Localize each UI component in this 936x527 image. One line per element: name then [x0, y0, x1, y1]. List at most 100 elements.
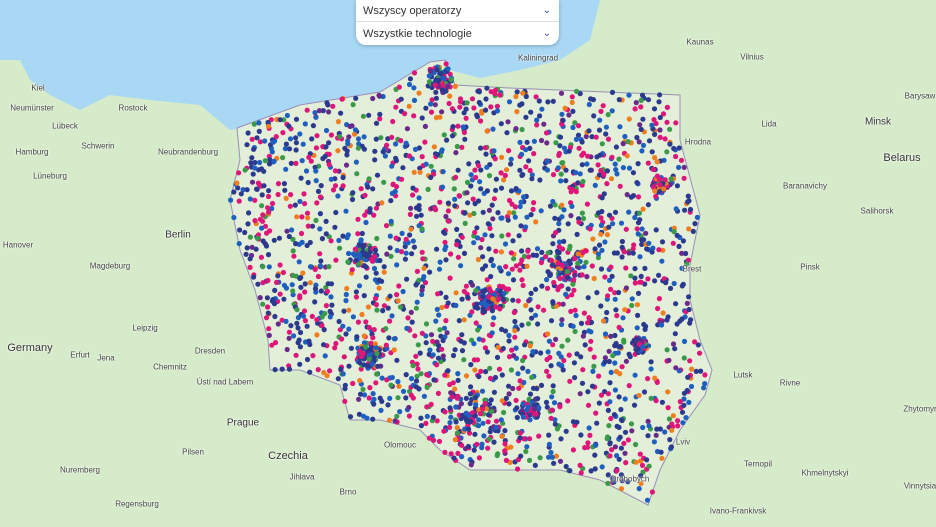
tower-marker[interactable] — [527, 167, 533, 174]
tower-marker[interactable] — [550, 98, 556, 104]
tower-marker[interactable] — [251, 146, 257, 152]
tower-marker[interactable] — [575, 180, 581, 186]
tower-marker[interactable] — [288, 323, 294, 329]
tower-marker[interactable] — [479, 441, 485, 447]
tower-marker[interactable] — [464, 179, 471, 185]
tower-marker[interactable] — [459, 454, 465, 460]
tower-marker[interactable] — [521, 194, 527, 200]
tower-marker[interactable] — [592, 452, 598, 458]
tower-marker[interactable] — [396, 283, 402, 289]
tower-marker[interactable] — [361, 293, 367, 299]
tower-marker[interactable] — [654, 159, 660, 165]
tower-marker[interactable] — [385, 305, 391, 311]
tower-marker[interactable] — [519, 101, 525, 107]
tower-marker[interactable] — [486, 207, 492, 213]
tower-marker[interactable] — [343, 298, 349, 304]
tower-marker[interactable] — [523, 147, 529, 153]
tower-marker[interactable] — [293, 241, 299, 247]
tower-marker[interactable] — [228, 197, 234, 203]
tower-marker[interactable] — [549, 454, 555, 460]
tower-marker[interactable] — [391, 336, 397, 342]
tower-marker[interactable] — [664, 347, 670, 353]
tower-marker[interactable] — [480, 266, 486, 272]
tower-marker[interactable] — [320, 108, 326, 114]
tower-marker[interactable] — [321, 342, 327, 348]
tower-marker[interactable] — [502, 328, 509, 334]
tower-marker[interactable] — [492, 156, 498, 162]
tower-marker[interactable] — [443, 213, 449, 220]
tower-marker[interactable] — [494, 103, 500, 109]
tower-marker[interactable] — [652, 188, 658, 194]
tower-marker[interactable] — [454, 425, 460, 431]
tower-marker[interactable] — [639, 462, 646, 468]
tower-marker[interactable] — [257, 159, 263, 166]
tower-marker[interactable] — [240, 187, 246, 193]
tower-marker[interactable] — [565, 337, 571, 343]
tower-marker[interactable] — [477, 411, 484, 417]
tower-marker[interactable] — [381, 264, 387, 270]
tower-marker[interactable] — [502, 241, 509, 247]
tower-marker[interactable] — [413, 305, 419, 311]
tower-marker[interactable] — [517, 267, 523, 273]
tower-marker[interactable] — [579, 162, 585, 168]
tower-marker[interactable] — [295, 325, 301, 331]
tower-marker[interactable] — [452, 347, 458, 353]
tower-marker[interactable] — [552, 215, 558, 221]
tower-marker[interactable] — [272, 313, 278, 320]
tower-marker[interactable] — [315, 188, 322, 194]
tower-marker[interactable] — [442, 372, 448, 378]
tower-marker[interactable] — [335, 376, 341, 382]
tower-marker[interactable] — [385, 402, 391, 408]
tower-marker[interactable] — [524, 444, 530, 450]
tower-marker[interactable] — [244, 187, 250, 193]
tower-marker[interactable] — [249, 136, 255, 142]
tower-marker[interactable] — [459, 332, 465, 338]
tower-marker[interactable] — [289, 282, 295, 288]
tower-marker[interactable] — [488, 408, 495, 414]
tower-marker[interactable] — [430, 414, 436, 420]
tower-marker[interactable] — [557, 275, 563, 282]
tower-marker[interactable] — [627, 354, 633, 360]
tower-marker[interactable] — [376, 92, 382, 98]
tower-marker[interactable] — [468, 384, 474, 390]
tower-marker[interactable] — [621, 337, 627, 343]
tower-marker[interactable] — [277, 117, 283, 123]
tower-marker[interactable] — [422, 123, 428, 129]
tower-marker[interactable] — [548, 257, 555, 263]
tower-marker[interactable] — [371, 254, 377, 260]
tower-marker[interactable] — [673, 206, 679, 212]
tower-marker[interactable] — [333, 209, 339, 216]
tower-marker[interactable] — [595, 251, 602, 257]
tower-marker[interactable] — [358, 238, 364, 244]
tower-marker[interactable] — [518, 223, 524, 229]
tower-marker[interactable] — [476, 373, 482, 380]
tower-marker[interactable] — [315, 273, 321, 280]
tower-marker[interactable] — [416, 195, 422, 201]
tower-marker[interactable] — [482, 401, 488, 407]
tower-marker[interactable] — [265, 193, 272, 200]
tower-marker[interactable] — [487, 286, 493, 292]
tower-marker[interactable] — [646, 463, 652, 469]
tower-marker[interactable] — [370, 416, 376, 422]
tower-marker[interactable] — [544, 130, 550, 136]
tower-marker[interactable] — [637, 122, 643, 128]
tower-marker[interactable] — [337, 134, 343, 140]
tower-marker[interactable] — [527, 417, 533, 423]
tower-marker[interactable] — [561, 238, 567, 244]
tower-marker[interactable] — [484, 128, 490, 134]
tower-marker[interactable] — [534, 246, 541, 252]
tower-marker[interactable] — [616, 156, 622, 162]
tower-marker[interactable] — [612, 444, 619, 450]
tower-marker[interactable] — [638, 473, 644, 479]
tower-marker[interactable] — [559, 343, 565, 349]
tower-marker[interactable] — [664, 149, 670, 155]
tower-marker[interactable] — [510, 385, 516, 392]
tower-marker[interactable] — [546, 338, 553, 344]
tower-marker[interactable] — [453, 419, 459, 425]
tower-marker[interactable] — [451, 455, 457, 461]
tower-marker[interactable] — [514, 414, 520, 421]
tower-marker[interactable] — [558, 178, 564, 184]
tower-marker[interactable] — [666, 416, 673, 422]
tower-marker[interactable] — [516, 233, 522, 239]
tower-marker[interactable] — [511, 309, 517, 316]
